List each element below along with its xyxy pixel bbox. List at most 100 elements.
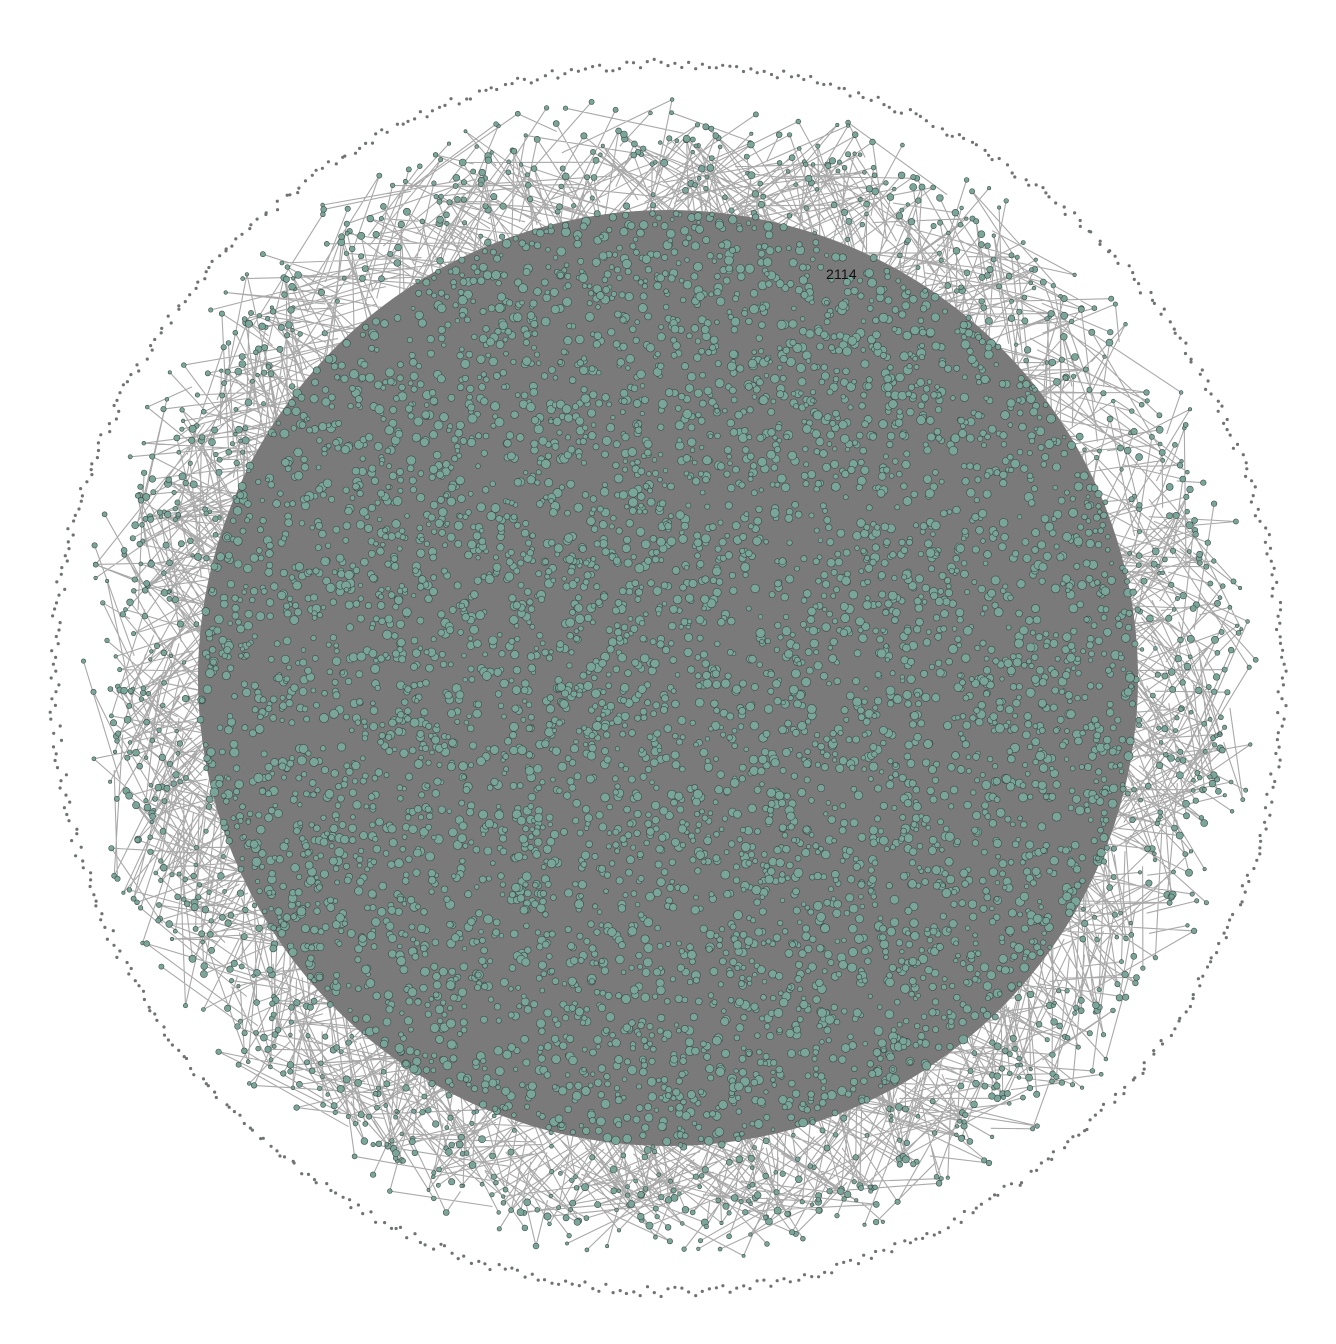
graph-node[interactable] — [959, 392, 969, 402]
graph-node[interactable] — [591, 674, 598, 681]
graph-node[interactable] — [370, 700, 376, 706]
graph-node[interactable] — [662, 645, 671, 654]
graph-node[interactable] — [676, 805, 685, 814]
graph-node[interactable] — [1040, 514, 1050, 524]
graph-node[interactable] — [604, 1080, 611, 1088]
graph-node[interactable] — [414, 698, 420, 704]
graph-node[interactable] — [243, 584, 249, 590]
graph-node[interactable] — [733, 1034, 741, 1042]
graph-node[interactable] — [1044, 522, 1055, 532]
graph-node[interactable] — [568, 1004, 577, 1012]
graph-node[interactable] — [704, 758, 711, 764]
graph-node[interactable] — [976, 379, 982, 386]
graph-node[interactable] — [419, 827, 429, 837]
graph-node[interactable] — [821, 763, 829, 772]
graph-node[interactable] — [210, 562, 219, 571]
graph-node[interactable] — [479, 528, 485, 534]
graph-node[interactable] — [633, 422, 640, 428]
graph-node[interactable] — [597, 1064, 607, 1073]
graph-node[interactable] — [580, 386, 588, 394]
graph-node[interactable] — [439, 412, 449, 422]
graph-node[interactable] — [751, 885, 762, 895]
graph-node[interactable] — [251, 706, 259, 714]
graph-node[interactable] — [603, 888, 609, 894]
graph-node[interactable] — [304, 860, 314, 870]
graph-node[interactable] — [830, 481, 841, 492]
graph-node[interactable] — [982, 560, 989, 567]
graph-node[interactable] — [645, 343, 655, 353]
graph-node[interactable] — [394, 858, 404, 869]
graph-node[interactable] — [628, 497, 638, 508]
graph-node[interactable] — [686, 978, 694, 986]
graph-node[interactable] — [551, 746, 561, 756]
graph-node[interactable] — [984, 813, 991, 820]
graph-node[interactable] — [511, 1112, 517, 1118]
graph-node[interactable] — [303, 494, 311, 502]
graph-node[interactable] — [499, 978, 509, 987]
graph-node[interactable] — [590, 1071, 596, 1077]
graph-node[interactable] — [1019, 859, 1026, 866]
graph-node[interactable] — [909, 295, 918, 304]
graph-node[interactable] — [979, 962, 990, 972]
graph-node[interactable] — [992, 838, 1002, 848]
graph-node[interactable] — [325, 582, 336, 593]
graph-node[interactable] — [622, 892, 629, 898]
graph-node[interactable] — [820, 1092, 829, 1101]
graph-node[interactable] — [431, 1052, 438, 1059]
graph-node[interactable] — [871, 543, 880, 552]
graph-node[interactable] — [819, 449, 828, 458]
graph-node[interactable] — [335, 553, 345, 563]
graph-node[interactable] — [989, 712, 998, 721]
graph-node[interactable] — [858, 568, 865, 575]
graph-node[interactable] — [902, 331, 912, 341]
graph-node[interactable] — [942, 308, 948, 315]
graph-node[interactable] — [490, 777, 499, 786]
graph-node[interactable] — [482, 486, 490, 494]
graph-node[interactable] — [696, 560, 705, 568]
graph-node[interactable] — [447, 268, 454, 275]
graph-node[interactable] — [1005, 781, 1016, 792]
graph-node[interactable] — [816, 554, 823, 561]
graph-node[interactable] — [374, 404, 385, 415]
graph-node[interactable] — [800, 621, 807, 628]
graph-node[interactable] — [666, 536, 677, 547]
graph-node[interactable] — [736, 225, 744, 233]
graph-node[interactable] — [297, 802, 303, 808]
graph-node[interactable] — [651, 457, 658, 463]
graph-node[interactable] — [812, 557, 820, 565]
graph-node[interactable] — [335, 913, 345, 923]
graph-node[interactable] — [755, 505, 763, 514]
graph-node[interactable] — [292, 790, 299, 797]
graph-node[interactable] — [635, 1031, 642, 1038]
graph-node[interactable] — [516, 1003, 523, 1010]
graph-node[interactable] — [775, 1065, 783, 1074]
graph-node[interactable] — [493, 1046, 503, 1056]
graph-node[interactable] — [757, 457, 768, 467]
graph-node[interactable] — [365, 372, 375, 383]
graph-node[interactable] — [410, 636, 419, 645]
graph-node[interactable] — [587, 408, 596, 418]
graph-node[interactable] — [402, 931, 409, 938]
graph-node[interactable] — [253, 772, 264, 783]
graph-node[interactable] — [906, 674, 916, 684]
graph-node[interactable] — [697, 1135, 705, 1142]
graph-node[interactable] — [337, 794, 345, 803]
graph-node[interactable] — [431, 735, 441, 745]
graph-node[interactable] — [958, 899, 966, 907]
graph-node[interactable] — [516, 782, 524, 789]
graph-node[interactable] — [415, 289, 423, 297]
graph-node[interactable] — [451, 284, 457, 290]
graph-node[interactable] — [857, 713, 866, 721]
graph-node[interactable] — [352, 482, 360, 491]
graph-node[interactable] — [536, 229, 545, 238]
graph-node[interactable] — [546, 694, 555, 702]
graph-node[interactable] — [647, 487, 653, 494]
graph-node[interactable] — [646, 1077, 657, 1087]
graph-node[interactable] — [939, 791, 950, 801]
graph-node[interactable] — [329, 598, 337, 606]
graph-node[interactable] — [822, 606, 828, 612]
graph-node[interactable] — [724, 551, 733, 560]
graph-node[interactable] — [678, 534, 688, 544]
graph-node[interactable] — [720, 869, 731, 880]
graph-node[interactable] — [550, 577, 557, 584]
